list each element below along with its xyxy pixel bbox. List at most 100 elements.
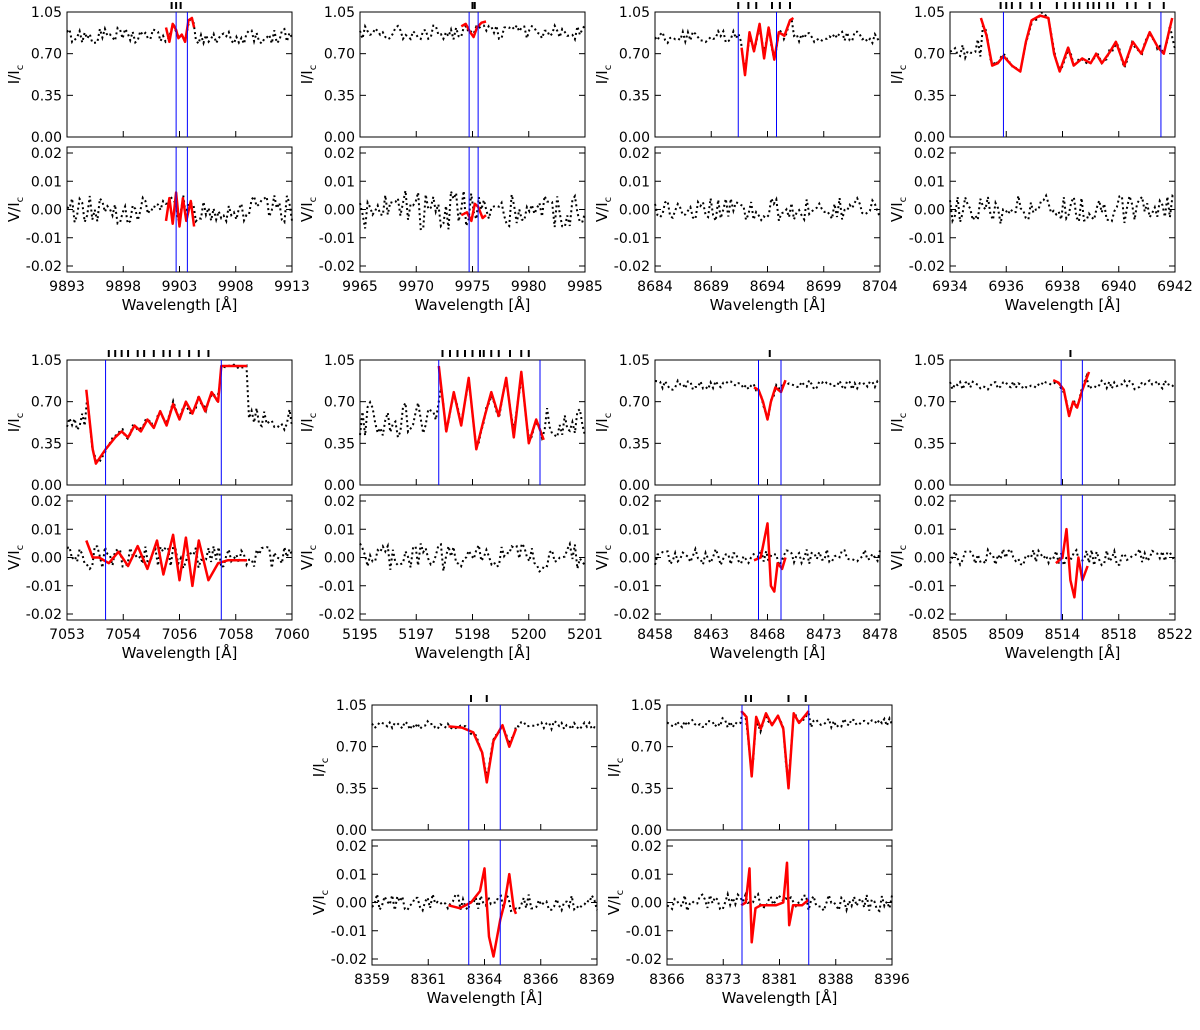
- stokes-v-ytick-label: -0.02: [614, 607, 650, 623]
- model-stokes-v-series: [85, 533, 247, 588]
- observed-stokes-v-series: [359, 540, 586, 573]
- stokes-v-ytick-label: 0.01: [619, 174, 650, 190]
- stokes-v-ytick-label: 0.02: [324, 146, 355, 162]
- xtick-label: 8359: [354, 972, 390, 988]
- xtick-label: 8381: [762, 972, 798, 988]
- model-stokes-v-series: [1055, 527, 1089, 599]
- stokes-v-ytick-label: 0.00: [619, 203, 650, 219]
- intensity-ylabel: I/Ic: [298, 65, 319, 84]
- intensity-frame: [654, 359, 881, 486]
- xtick-label: 8388: [818, 972, 854, 988]
- chart-panel-7: 0.00 0.35 0.70 1.05 -0.02 -0.01 0.00 0.01 0.02 84…: [593, 350, 898, 662]
- xtick-label: 8364: [467, 972, 503, 988]
- xaxis-label: Wavelength [Å]: [415, 295, 531, 314]
- chart-panel-10: 0.00 0.35 0.70 1.05 -0.02 -0.01 0.00 0.01 0.02 83…: [605, 695, 910, 1007]
- xtick-label: 9898: [105, 279, 141, 295]
- model-intensity-series: [437, 365, 545, 451]
- xtick-label: 8689: [693, 279, 729, 295]
- observed-intensity-series: [654, 14, 881, 66]
- xtick-label: 7060: [274, 627, 310, 643]
- stokes-v-ytick-label: 0.00: [31, 551, 62, 567]
- stokes-v-ytick-label: -0.01: [26, 231, 62, 247]
- model-intensity-series: [448, 723, 518, 784]
- stokes-v-ytick-label: -0.01: [319, 231, 355, 247]
- model-intensity-series: [740, 16, 795, 77]
- xtick-label: 8473: [806, 627, 842, 643]
- xtick-label: 8369: [579, 972, 615, 988]
- xtick-label: 9980: [511, 279, 547, 295]
- intensity-ytick-label: 0.00: [914, 478, 945, 494]
- xtick-label: 8518: [1101, 627, 1137, 643]
- stokes-v-ylabel: V/Ic: [593, 197, 614, 222]
- stokes-v-ylabel: V/Ic: [888, 197, 909, 222]
- xtick-label: 8509: [988, 627, 1024, 643]
- chart-panel-1: 0.00 0.35 0.70 1.05 -0.02 -0.01 0.00 0.01 0.02 98…: [5, 2, 310, 314]
- stokes-v-ytick-label: 0.01: [619, 522, 650, 538]
- stokes-v-ytick-label: 0.01: [31, 174, 62, 190]
- intensity-ylabel: I/Ic: [5, 65, 26, 84]
- stokes-v-ytick-label: -0.02: [26, 259, 62, 275]
- intensity-ytick-label: 1.05: [619, 5, 650, 21]
- xaxis-label: Wavelength [Å]: [1005, 643, 1121, 662]
- intensity-ytick-label: 0.00: [31, 478, 62, 494]
- intensity-ytick-label: 1.05: [619, 353, 650, 369]
- stokes-v-ylabel: V/Ic: [310, 890, 331, 915]
- xtick-label: 7056: [162, 627, 198, 643]
- intensity-ytick-label: 0.00: [336, 823, 367, 839]
- stokes-v-ytick-label: 0.01: [914, 174, 945, 190]
- observed-intensity-series: [66, 14, 293, 47]
- stokes-v-ytick-label: 0.02: [619, 494, 650, 510]
- stokes-v-ytick-label: 0.02: [324, 494, 355, 510]
- stokes-v-ytick-label: -0.01: [614, 579, 650, 595]
- observed-intensity-series: [949, 372, 1176, 415]
- stokes-v-ylabel: V/Ic: [298, 197, 319, 222]
- xtick-label: 6934: [932, 279, 968, 295]
- stokes-v-ytick-label: -0.02: [626, 952, 662, 968]
- intensity-ytick-label: 1.05: [336, 698, 367, 714]
- xtick-label: 8366: [523, 972, 559, 988]
- stokes-v-frame: [66, 146, 293, 273]
- xtick-label: 6936: [988, 279, 1024, 295]
- observed-stokes-v-series: [359, 190, 586, 231]
- chart-panel-6: 0.00 0.35 0.70 1.05 -0.02 -0.01 0.00 0.01 0.02 51…: [298, 350, 603, 662]
- observed-stokes-v-series: [949, 192, 1176, 225]
- stokes-v-ytick-label: -0.02: [319, 607, 355, 623]
- xaxis-label: Wavelength [Å]: [415, 643, 531, 662]
- stokes-v-ytick-label: 0.00: [324, 203, 355, 219]
- intensity-ytick-label: 0.70: [631, 740, 662, 756]
- intensity-ytick-label: 0.70: [31, 47, 62, 63]
- intensity-ytick-label: 0.70: [914, 47, 945, 63]
- xtick-label: 8458: [637, 627, 673, 643]
- stokes-v-ylabel: V/Ic: [605, 890, 626, 915]
- xtick-label: 8522: [1157, 627, 1193, 643]
- stokes-v-ylabel: V/Ic: [5, 545, 26, 570]
- chart-panel-5: 0.00 0.35 0.70 1.05 -0.02 -0.01 0.00 0.01 0.02 70…: [5, 350, 310, 662]
- model-stokes-v-series: [164, 191, 196, 228]
- chart-panel-3: 0.00 0.35 0.70 1.05 -0.02 -0.01 0.00 0.01 0.02 86…: [593, 2, 898, 314]
- stokes-v-ytick-label: 0.01: [631, 867, 662, 883]
- stokes-v-ytick-label: 0.01: [31, 522, 62, 538]
- stokes-v-ytick-label: -0.02: [26, 607, 62, 623]
- stokes-v-frame: [654, 146, 881, 273]
- xtick-label: 7058: [218, 627, 254, 643]
- chart-panel-8: 0.00 0.35 0.70 1.05 -0.02 -0.01 0.00 0.01 0.02 85…: [888, 350, 1193, 662]
- intensity-ytick-label: 0.35: [31, 88, 62, 104]
- intensity-ytick-label: 0.35: [324, 88, 355, 104]
- stokes-v-ytick-label: -0.02: [909, 607, 945, 623]
- stokes-v-ylabel: V/Ic: [888, 545, 909, 570]
- xtick-label: 8361: [410, 972, 446, 988]
- model-stokes-v-series: [448, 867, 518, 958]
- intensity-ytick-label: 1.05: [914, 5, 945, 21]
- xtick-label: 6942: [1157, 279, 1193, 295]
- intensity-ytick-label: 1.05: [324, 353, 355, 369]
- xtick-label: 8514: [1045, 627, 1081, 643]
- xtick-label: 6938: [1045, 279, 1081, 295]
- stokes-v-ytick-label: 0.00: [619, 551, 650, 567]
- xtick-label: 5200: [511, 627, 547, 643]
- intensity-ytick-label: 0.00: [31, 130, 62, 146]
- stokes-v-ytick-label: 0.00: [324, 551, 355, 567]
- intensity-ytick-label: 1.05: [914, 353, 945, 369]
- stokes-v-ytick-label: 0.01: [336, 867, 367, 883]
- stokes-v-ytick-label: -0.01: [331, 924, 367, 940]
